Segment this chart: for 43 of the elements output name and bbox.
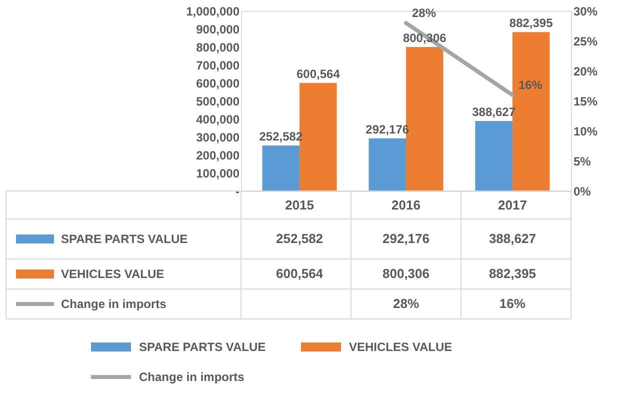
bar — [475, 121, 512, 191]
legend-label: SPARE PARTS VALUE — [61, 232, 188, 246]
y2-tick-label: 30% — [574, 4, 598, 18]
data-label: 600,564 — [276, 266, 324, 281]
y-tick-label: 900,000 — [196, 22, 240, 36]
y-tick-label: 1,000,000 — [186, 4, 240, 18]
y-tick-label: 600,000 — [196, 76, 240, 90]
text: 28% — [412, 6, 436, 20]
x-tick-label: 2015 — [285, 198, 314, 212]
text: 800,306 — [402, 30, 446, 45]
x-tick-label: 2017 — [498, 198, 527, 212]
y-tick-label: 700,000 — [196, 58, 240, 72]
y2-tick-label: 25% — [574, 34, 598, 48]
data-label: 252,582 — [276, 231, 324, 246]
text: VEHICLES VALUE — [61, 267, 164, 281]
y2-tick-label: 5% — [574, 154, 592, 168]
data-label: 882,395 — [488, 266, 536, 281]
data-label: 292,176 — [382, 231, 430, 246]
text: 600,564 — [296, 66, 340, 81]
data-label: 388,627 — [488, 231, 536, 246]
data-label: 28% — [392, 296, 420, 311]
y-tick-label: 300,000 — [196, 130, 240, 144]
y-tick-label: 400,000 — [196, 112, 240, 126]
text: SPARE PARTS VALUE — [139, 340, 266, 354]
y-tick-label: 200,000 — [196, 148, 240, 162]
legend-label: VEHICLES VALUE — [349, 340, 452, 354]
text: Change in imports — [139, 370, 244, 384]
y-tick-label: 800,000 — [196, 40, 240, 54]
y-tick-label: 100,000 — [196, 166, 240, 180]
y2-tick-label: 20% — [574, 64, 598, 78]
bar — [262, 146, 300, 191]
legend-label: Change in imports — [61, 297, 167, 311]
y2-tick-label: 10% — [574, 124, 598, 138]
x-tick-label: 2016 — [392, 198, 420, 212]
y2-tick-label: 15% — [574, 94, 598, 108]
text: 16% — [518, 78, 542, 92]
data-label: 16% — [499, 296, 526, 311]
data-label: 800,306 — [382, 266, 430, 281]
y2-tick-label: 0% — [574, 184, 592, 198]
text: 882,395 — [509, 16, 553, 30]
y-tick-label: 500,000 — [196, 94, 240, 108]
bar — [368, 138, 406, 191]
y-tick-label: - — [236, 184, 240, 198]
